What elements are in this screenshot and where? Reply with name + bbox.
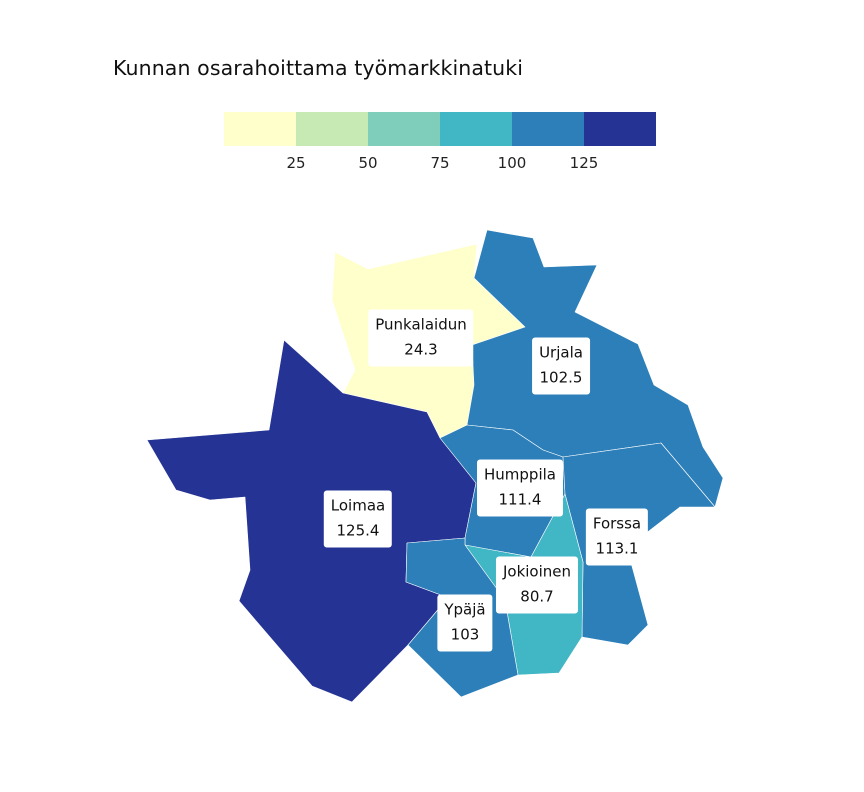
region-label: Loimaa 125.4	[323, 490, 393, 548]
region-label: Ypäjä 103	[437, 594, 493, 652]
region-name: Humppila	[484, 465, 556, 484]
region-name: Jokioinen	[502, 562, 572, 581]
legend-swatch	[224, 112, 296, 146]
region-name: Loimaa	[330, 496, 386, 515]
legend-tick: 25	[286, 154, 306, 172]
legend-swatch	[296, 112, 368, 146]
region-value: 102.5	[539, 368, 583, 387]
region-label: Jokioinen 80.7	[495, 556, 579, 614]
region-name: Ypäjä	[444, 600, 486, 619]
region-label: Punkalaidun 24.3	[368, 309, 474, 367]
region-label: Urjala 102.5	[532, 337, 590, 395]
legend-swatch	[368, 112, 440, 146]
region-label: Forssa 113.1	[585, 508, 649, 566]
region-value: 125.4	[336, 521, 380, 540]
legend-swatch	[584, 112, 656, 146]
region-name: Forssa	[592, 514, 642, 533]
legend-swatch	[440, 112, 512, 146]
region-value: 113.1	[595, 539, 639, 558]
legend-swatch	[512, 112, 584, 146]
region-label: Humppila 111.4	[477, 459, 563, 517]
legend-tick: 100	[497, 154, 527, 172]
color-legend	[224, 112, 656, 146]
region-value: 24.3	[404, 340, 438, 359]
region-value: 103	[450, 625, 480, 644]
legend-tick: 50	[358, 154, 378, 172]
region-value: 80.7	[520, 587, 554, 606]
map-title: Kunnan osarahoittama työmarkkinatuki	[113, 56, 524, 80]
legend-tick: 75	[430, 154, 450, 172]
region-value: 111.4	[498, 490, 542, 509]
region-name: Punkalaidun	[375, 315, 467, 334]
region-name: Urjala	[539, 343, 583, 362]
legend-tick: 125	[569, 154, 599, 172]
